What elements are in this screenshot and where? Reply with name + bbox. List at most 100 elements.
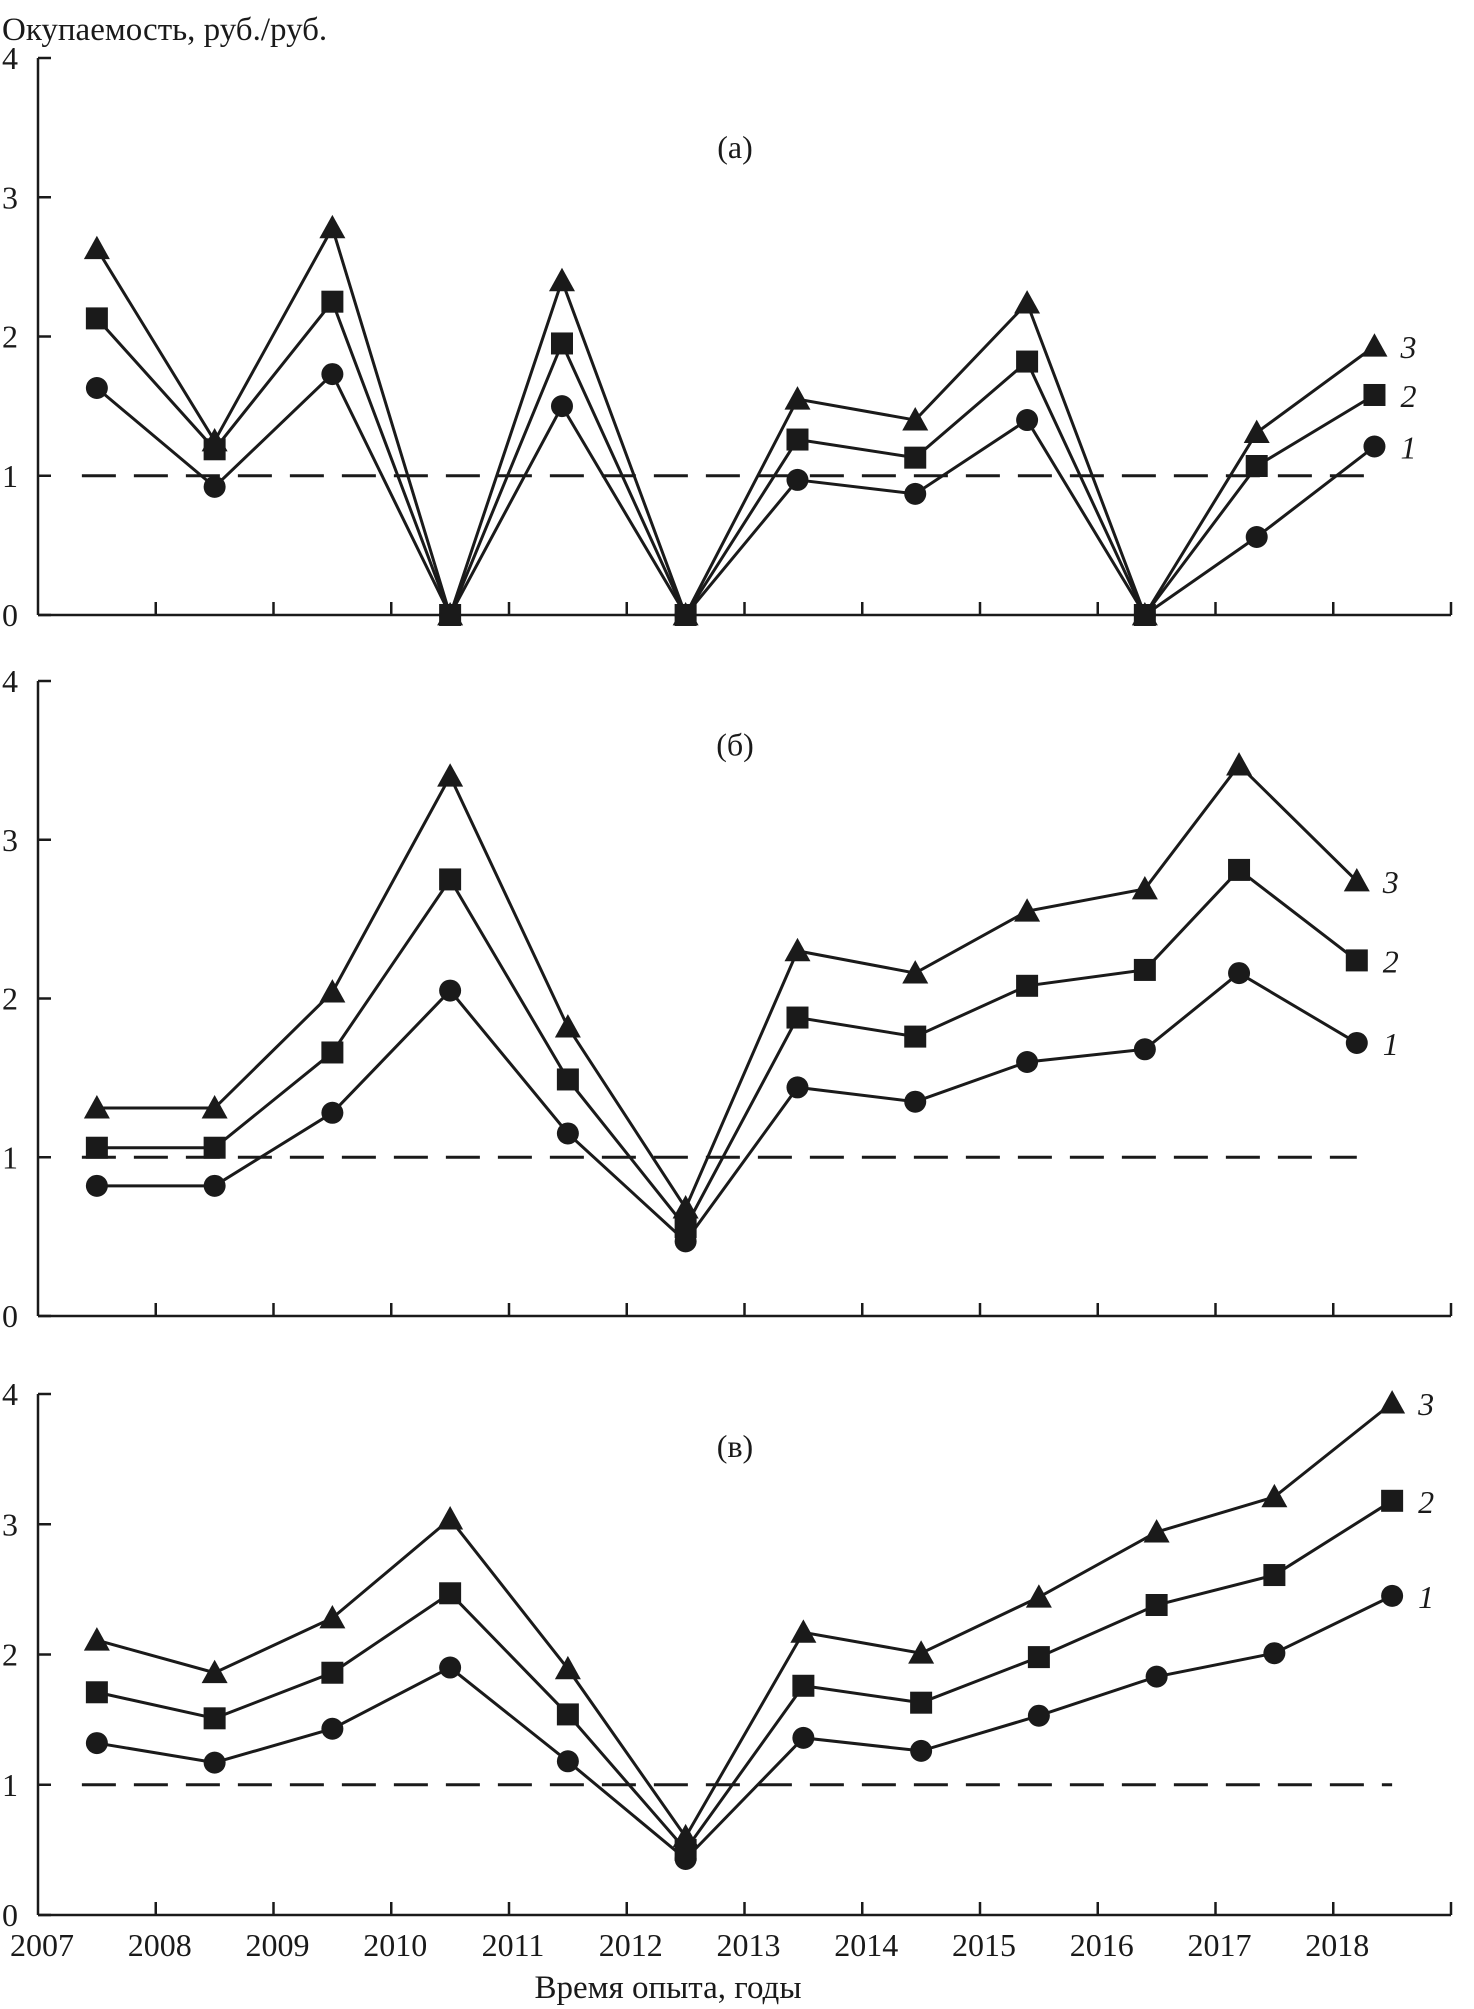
series-1-point — [85, 1732, 108, 1755]
series-1-point — [321, 1101, 344, 1124]
series-3-point — [83, 235, 110, 260]
chart-panel-2: 0 1 2 3 4 (б) 1 2 3 — [2, 663, 1453, 1334]
series-2-point — [1363, 383, 1386, 406]
series-1-label: 1 — [1418, 1579, 1434, 1615]
series-1-point — [556, 1122, 579, 1145]
y-tick-label: 0 — [2, 1298, 18, 1334]
series-2-point — [550, 332, 573, 355]
series-2-point — [674, 1216, 697, 1239]
series-2-point — [1345, 949, 1368, 972]
series-1-point — [85, 377, 108, 400]
series-2-line — [96, 867, 1358, 1230]
series-2-label: 2 — [1418, 1484, 1434, 1520]
series-1-point — [203, 1751, 226, 1774]
series-2-point — [85, 307, 108, 330]
y-tick-label: 4 — [2, 40, 18, 76]
series-2-label: 2 — [1400, 378, 1416, 414]
y-tick-label: 1 — [2, 1767, 18, 1803]
series-1-point — [439, 979, 462, 1002]
y-axis-title: Окупаемость, руб./руб. — [2, 12, 327, 48]
y-tick-label: 3 — [2, 822, 18, 858]
series-3-point — [902, 960, 929, 984]
series-1-point — [910, 1739, 933, 1762]
series-3-point — [1379, 1390, 1406, 1414]
y-tick-label: 4 — [2, 663, 18, 699]
series-2-line — [96, 1499, 1393, 1853]
panel-label: (а) — [717, 129, 753, 165]
series-2-point — [321, 1661, 344, 1684]
x-tick-label: 2010 — [363, 1927, 427, 1963]
x-tick-label: 2015 — [952, 1927, 1016, 1963]
x-tick-label: 2016 — [1070, 1927, 1134, 1963]
series-3-point — [319, 1605, 346, 1629]
series-2-point — [203, 1707, 226, 1730]
series-3-point — [1226, 752, 1253, 776]
series-3-point — [908, 1640, 935, 1664]
series-2-point — [203, 1136, 226, 1159]
series-2-label: 2 — [1383, 943, 1399, 979]
series-3-point — [1014, 290, 1041, 314]
series-3-line — [95, 224, 1376, 620]
series-1-point — [85, 1174, 108, 1197]
series-2-point — [321, 290, 344, 313]
series-3-point — [1025, 1584, 1052, 1608]
series-1-line — [96, 1594, 1393, 1862]
series-3-point — [83, 1627, 110, 1651]
series-3-line — [96, 762, 1358, 1212]
series-2-point — [85, 1681, 108, 1704]
x-tick-label: 2017 — [1188, 1927, 1252, 1963]
y-tick-label: 4 — [2, 1376, 18, 1412]
x-tick-label: 2018 — [1305, 1927, 1369, 1963]
series-2-point — [904, 1025, 927, 1048]
y-tick-label: 2 — [2, 981, 18, 1017]
series-1-point — [1027, 1704, 1050, 1727]
series-2-point — [439, 1582, 462, 1605]
series-1-point — [1263, 1642, 1286, 1665]
series-1-point — [904, 482, 927, 505]
series-2-point — [1263, 1564, 1286, 1587]
series-2-point — [1245, 455, 1268, 478]
series-3-point — [437, 602, 464, 626]
series-1-point — [1228, 962, 1251, 985]
series-2-point — [910, 1691, 933, 1714]
panel-label: (б) — [716, 727, 754, 763]
series-1-line — [95, 371, 1376, 619]
series-3-point — [437, 763, 464, 787]
series-2-point — [786, 1006, 809, 1029]
series-2-point — [1016, 350, 1039, 373]
series-2-point — [1133, 958, 1156, 981]
x-tick-label: 2009 — [246, 1927, 310, 1963]
x-tick-label: 2013 — [717, 1927, 781, 1963]
series-1-point — [321, 1717, 344, 1740]
series-3-point — [1014, 898, 1041, 922]
series-3-point — [672, 602, 699, 626]
x-tick-label: 2011 — [482, 1927, 545, 1963]
y-tick-label: 0 — [2, 1897, 18, 1933]
series-2-point — [792, 1674, 815, 1697]
y-tick-label: 1 — [2, 1139, 18, 1175]
panel-label: (в) — [717, 1428, 753, 1464]
series-1-label: 1 — [1400, 430, 1416, 466]
series-3-point — [319, 214, 346, 239]
series-1-point — [556, 1750, 579, 1773]
series-1-label: 1 — [1383, 1026, 1399, 1062]
series-3-label: 3 — [1417, 1386, 1434, 1422]
series-3-point — [201, 1659, 228, 1684]
chart-panel-3: 0 1 2 3 4 2007 2008 2009 2010 2011 2012 2013 2014 201… — [2, 1376, 1453, 1963]
series-1-line — [96, 971, 1358, 1244]
series-3-point — [83, 1095, 110, 1119]
series-1-point — [1363, 435, 1386, 458]
x-tick-label: 2012 — [599, 1927, 663, 1963]
series-2-point — [786, 428, 809, 451]
series-1-point — [1133, 1038, 1156, 1061]
series-1-point — [1145, 1665, 1168, 1688]
series-2-point — [556, 1068, 579, 1091]
series-2-line — [95, 298, 1376, 620]
series-2-point — [1145, 1594, 1168, 1617]
series-3-point — [672, 1823, 699, 1848]
series-3-point — [672, 1195, 699, 1219]
series-2-point — [1381, 1489, 1404, 1512]
series-1-point — [792, 1726, 815, 1749]
series-2-point — [1016, 974, 1039, 997]
